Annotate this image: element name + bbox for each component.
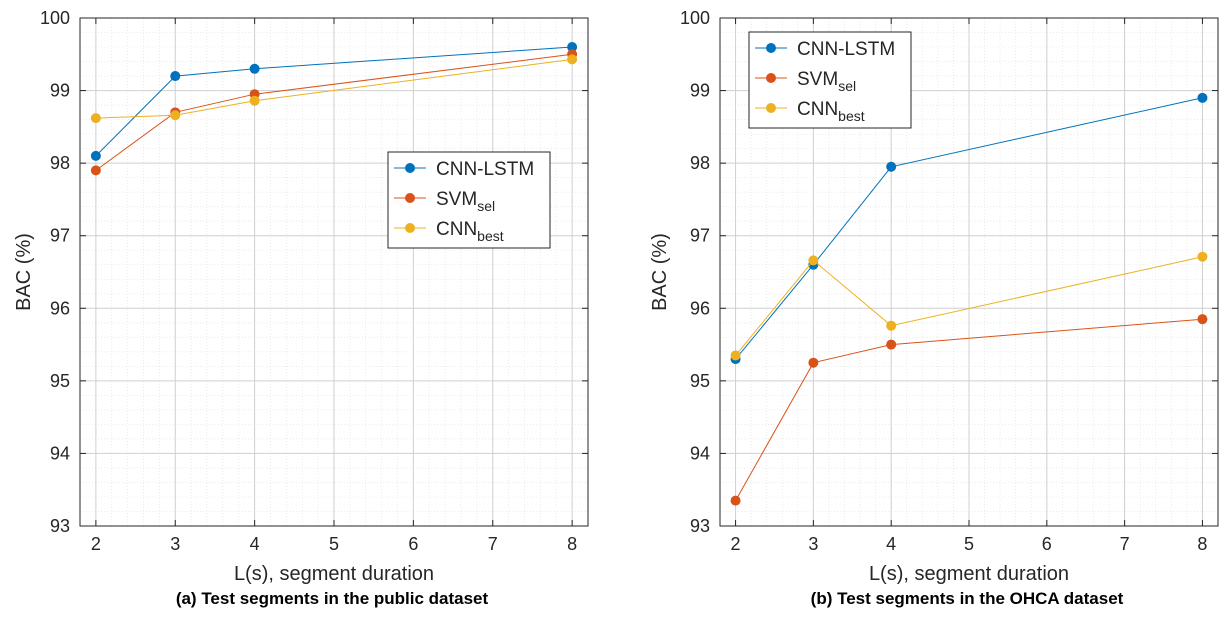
legend-marker bbox=[766, 103, 776, 113]
x-tick-label: 6 bbox=[408, 534, 418, 554]
y-tick-label: 94 bbox=[50, 443, 70, 463]
data-point bbox=[170, 71, 181, 82]
legend-label: SVMsel bbox=[797, 69, 856, 94]
y-tick-label: 93 bbox=[50, 516, 70, 536]
legend-marker bbox=[405, 163, 415, 173]
legend-label: CNN-LSTM bbox=[436, 159, 534, 180]
x-tick-label: 3 bbox=[170, 534, 180, 554]
y-tick-label: 95 bbox=[690, 371, 710, 391]
y-tick-label: 93 bbox=[690, 516, 710, 536]
y-tick-label: 96 bbox=[690, 298, 710, 318]
series-line bbox=[735, 97, 1203, 360]
data-point bbox=[90, 165, 101, 176]
series-line bbox=[735, 318, 1203, 501]
legend: CNN-LSTM SVMsel CNNbest bbox=[748, 31, 912, 129]
data-point bbox=[1197, 92, 1208, 103]
y-axis-label: BAC (%) bbox=[13, 233, 35, 311]
legend-label: SVMsel bbox=[436, 189, 495, 214]
data-point bbox=[808, 255, 819, 266]
x-tick-label: 2 bbox=[731, 534, 741, 554]
chart-caption: (a) Test segments in the public dataset bbox=[176, 589, 489, 608]
series-svmsel bbox=[730, 314, 1208, 506]
data-point bbox=[567, 54, 578, 65]
legend-label: CNNbest bbox=[797, 99, 865, 124]
y-tick-label: 98 bbox=[50, 153, 70, 173]
x-tick-label: 4 bbox=[886, 534, 896, 554]
x-tick-label: 6 bbox=[1042, 534, 1052, 554]
data-point bbox=[886, 339, 897, 350]
x-axis-label: L(s), segment duration bbox=[869, 563, 1069, 585]
x-tick-label: 3 bbox=[808, 534, 818, 554]
data-point bbox=[730, 495, 741, 506]
data-point bbox=[249, 95, 260, 106]
series-line bbox=[95, 46, 573, 157]
legend-marker bbox=[766, 43, 776, 53]
chart-panel-2: 2 3 4 5 6 7 8 93 94 95 96 97 98 99 100 L(s), segment du… bbox=[649, 8, 1219, 608]
series-line bbox=[735, 256, 1203, 356]
x-tick-label: 7 bbox=[1120, 534, 1130, 554]
data-point bbox=[90, 150, 101, 161]
y-tick-label: 96 bbox=[50, 298, 70, 318]
y-tick-label: 99 bbox=[690, 81, 710, 101]
chart-caption: (b) Test segments in the OHCA dataset bbox=[811, 589, 1124, 608]
data-point bbox=[567, 42, 578, 53]
series-cnn-lstm bbox=[90, 42, 578, 161]
y-tick-label: 95 bbox=[50, 371, 70, 391]
data-point bbox=[1197, 314, 1208, 325]
x-tick-label: 5 bbox=[964, 534, 974, 554]
legend-marker bbox=[766, 73, 776, 83]
data-point bbox=[730, 350, 741, 361]
y-tick-label: 100 bbox=[40, 8, 70, 28]
data-point bbox=[1197, 251, 1208, 262]
chart-panel-1: 2 3 4 5 6 7 8 93 94 95 96 97 98 99 100 L(s), segment du… bbox=[13, 8, 589, 608]
legend-box bbox=[748, 31, 912, 129]
legend-marker bbox=[405, 223, 415, 233]
series-cnnbest bbox=[90, 54, 578, 124]
data-point bbox=[886, 161, 897, 172]
y-axis-label: BAC (%) bbox=[649, 233, 671, 311]
data-point bbox=[90, 113, 101, 124]
x-tick-label: 7 bbox=[488, 534, 498, 554]
x-tick-label: 2 bbox=[91, 534, 101, 554]
series-line bbox=[95, 58, 573, 119]
y-tick-label: 97 bbox=[690, 226, 710, 246]
legend: CNN-LSTM SVMsel CNNbest bbox=[387, 151, 551, 249]
y-tick-label: 98 bbox=[690, 153, 710, 173]
data-point bbox=[886, 320, 897, 331]
legend-marker bbox=[405, 193, 415, 203]
x-tick-label: 5 bbox=[329, 534, 339, 554]
legend-label: CNNbest bbox=[436, 219, 504, 244]
y-tick-label: 100 bbox=[680, 8, 710, 28]
y-tick-label: 99 bbox=[50, 81, 70, 101]
x-tick-label: 8 bbox=[567, 534, 577, 554]
data-point bbox=[170, 110, 181, 121]
series-cnnbest bbox=[730, 251, 1208, 361]
x-tick-label: 4 bbox=[250, 534, 260, 554]
x-tick-label: 8 bbox=[1197, 534, 1207, 554]
data-point bbox=[808, 357, 819, 368]
y-tick-label: 94 bbox=[690, 443, 710, 463]
legend-label: CNN-LSTM bbox=[797, 39, 895, 60]
data-point bbox=[249, 63, 260, 74]
series-line bbox=[95, 53, 573, 171]
y-tick-label: 97 bbox=[50, 226, 70, 246]
x-axis-label: L(s), segment duration bbox=[234, 563, 434, 585]
